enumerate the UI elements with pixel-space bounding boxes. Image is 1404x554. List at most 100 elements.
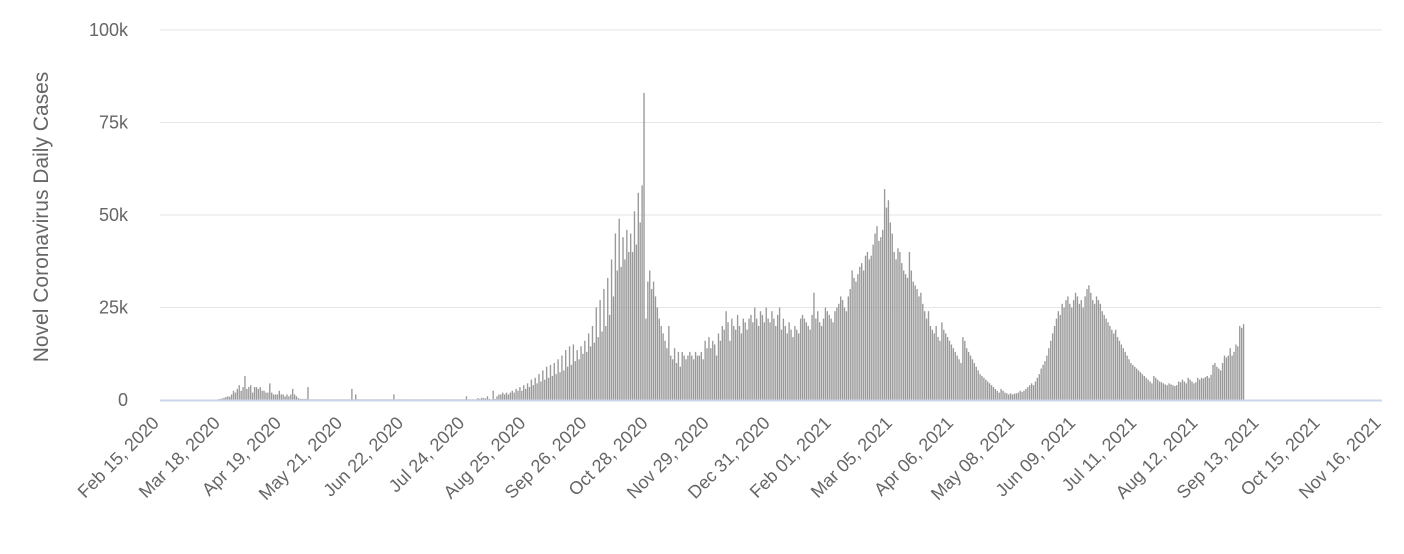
- bar: [805, 322, 808, 400]
- bar: [820, 326, 823, 400]
- bar: [568, 346, 571, 400]
- bar: [922, 303, 924, 400]
- bar: [521, 390, 523, 400]
- bar: [952, 348, 955, 400]
- bar: [1214, 363, 1216, 400]
- bar: [673, 348, 676, 400]
- bar: [897, 248, 899, 400]
- bar: [503, 394, 506, 400]
- bar: [721, 326, 723, 400]
- bar: [1107, 322, 1109, 400]
- bar: [966, 348, 968, 400]
- bar: [742, 318, 744, 400]
- bar: [706, 348, 708, 400]
- bar: [496, 396, 498, 400]
- bar: [511, 390, 513, 400]
- bar: [656, 307, 659, 400]
- bar: [946, 337, 949, 400]
- bar: [1183, 381, 1186, 400]
- bar: [1059, 314, 1061, 400]
- bar: [1017, 392, 1019, 400]
- bar: [841, 300, 844, 400]
- bar: [777, 314, 779, 400]
- bar: [887, 200, 890, 400]
- bar: [253, 387, 256, 400]
- bar: [1006, 393, 1008, 400]
- bar: [1069, 303, 1071, 400]
- bar: [481, 397, 483, 400]
- bar: [834, 311, 836, 400]
- bar: [843, 307, 846, 400]
- bar: [1198, 379, 1201, 400]
- bar: [664, 340, 666, 400]
- bar: [1061, 303, 1063, 400]
- bar: [830, 318, 832, 400]
- bar: [658, 318, 660, 400]
- bar: [219, 398, 221, 400]
- bar: [236, 388, 239, 400]
- bar: [355, 394, 357, 400]
- bar: [744, 322, 746, 400]
- bar: [1187, 377, 1189, 400]
- bar: [689, 351, 691, 400]
- bar: [557, 359, 559, 400]
- bar: [238, 385, 240, 400]
- bar: [307, 387, 309, 400]
- bar: [1239, 326, 1241, 400]
- bar: [616, 270, 618, 400]
- y-tick-label: 75k: [99, 113, 129, 133]
- bar: [1204, 377, 1207, 400]
- bar: [1185, 383, 1187, 400]
- bar: [1227, 355, 1229, 400]
- y-tick-label: 0: [118, 390, 128, 410]
- bar: [1038, 374, 1040, 400]
- bar: [524, 388, 527, 400]
- bar: [1176, 385, 1178, 400]
- bar: [1097, 300, 1100, 400]
- bar: [494, 398, 496, 400]
- bar: [990, 385, 993, 400]
- bar: [1078, 303, 1081, 400]
- bar: [1189, 379, 1191, 400]
- bar: [769, 322, 771, 400]
- bar: [1225, 357, 1228, 400]
- bar: [1216, 366, 1218, 400]
- bar: [1055, 318, 1058, 400]
- bar: [614, 233, 617, 400]
- bar: [1151, 383, 1153, 400]
- bar: [1048, 348, 1050, 400]
- bar: [1223, 355, 1226, 400]
- bar: [994, 388, 997, 400]
- bar: [515, 388, 517, 400]
- bar: [916, 289, 918, 400]
- bar: [1074, 292, 1077, 400]
- bar: [265, 392, 267, 400]
- bar: [1128, 359, 1130, 400]
- bar: [251, 392, 254, 400]
- bar: [559, 372, 561, 400]
- bar: [859, 266, 861, 400]
- bar: [691, 355, 693, 400]
- bar: [513, 392, 515, 400]
- bar: [244, 375, 246, 400]
- bar: [1072, 300, 1075, 400]
- bar: [945, 333, 947, 400]
- bar: [1122, 348, 1124, 400]
- bar: [1156, 379, 1159, 400]
- bar: [757, 326, 760, 400]
- bar: [1015, 393, 1018, 400]
- bar: [692, 359, 695, 400]
- bar: [1191, 381, 1193, 400]
- bar: [639, 222, 641, 400]
- bar: [763, 322, 765, 400]
- bar: [542, 370, 544, 400]
- bar: [924, 311, 926, 400]
- bar: [229, 396, 231, 400]
- bar: [1004, 392, 1006, 400]
- bar: [853, 277, 855, 400]
- bar: [526, 383, 529, 400]
- bar: [933, 333, 935, 400]
- bar: [670, 355, 672, 400]
- bar: [681, 351, 683, 400]
- bar: [901, 263, 903, 400]
